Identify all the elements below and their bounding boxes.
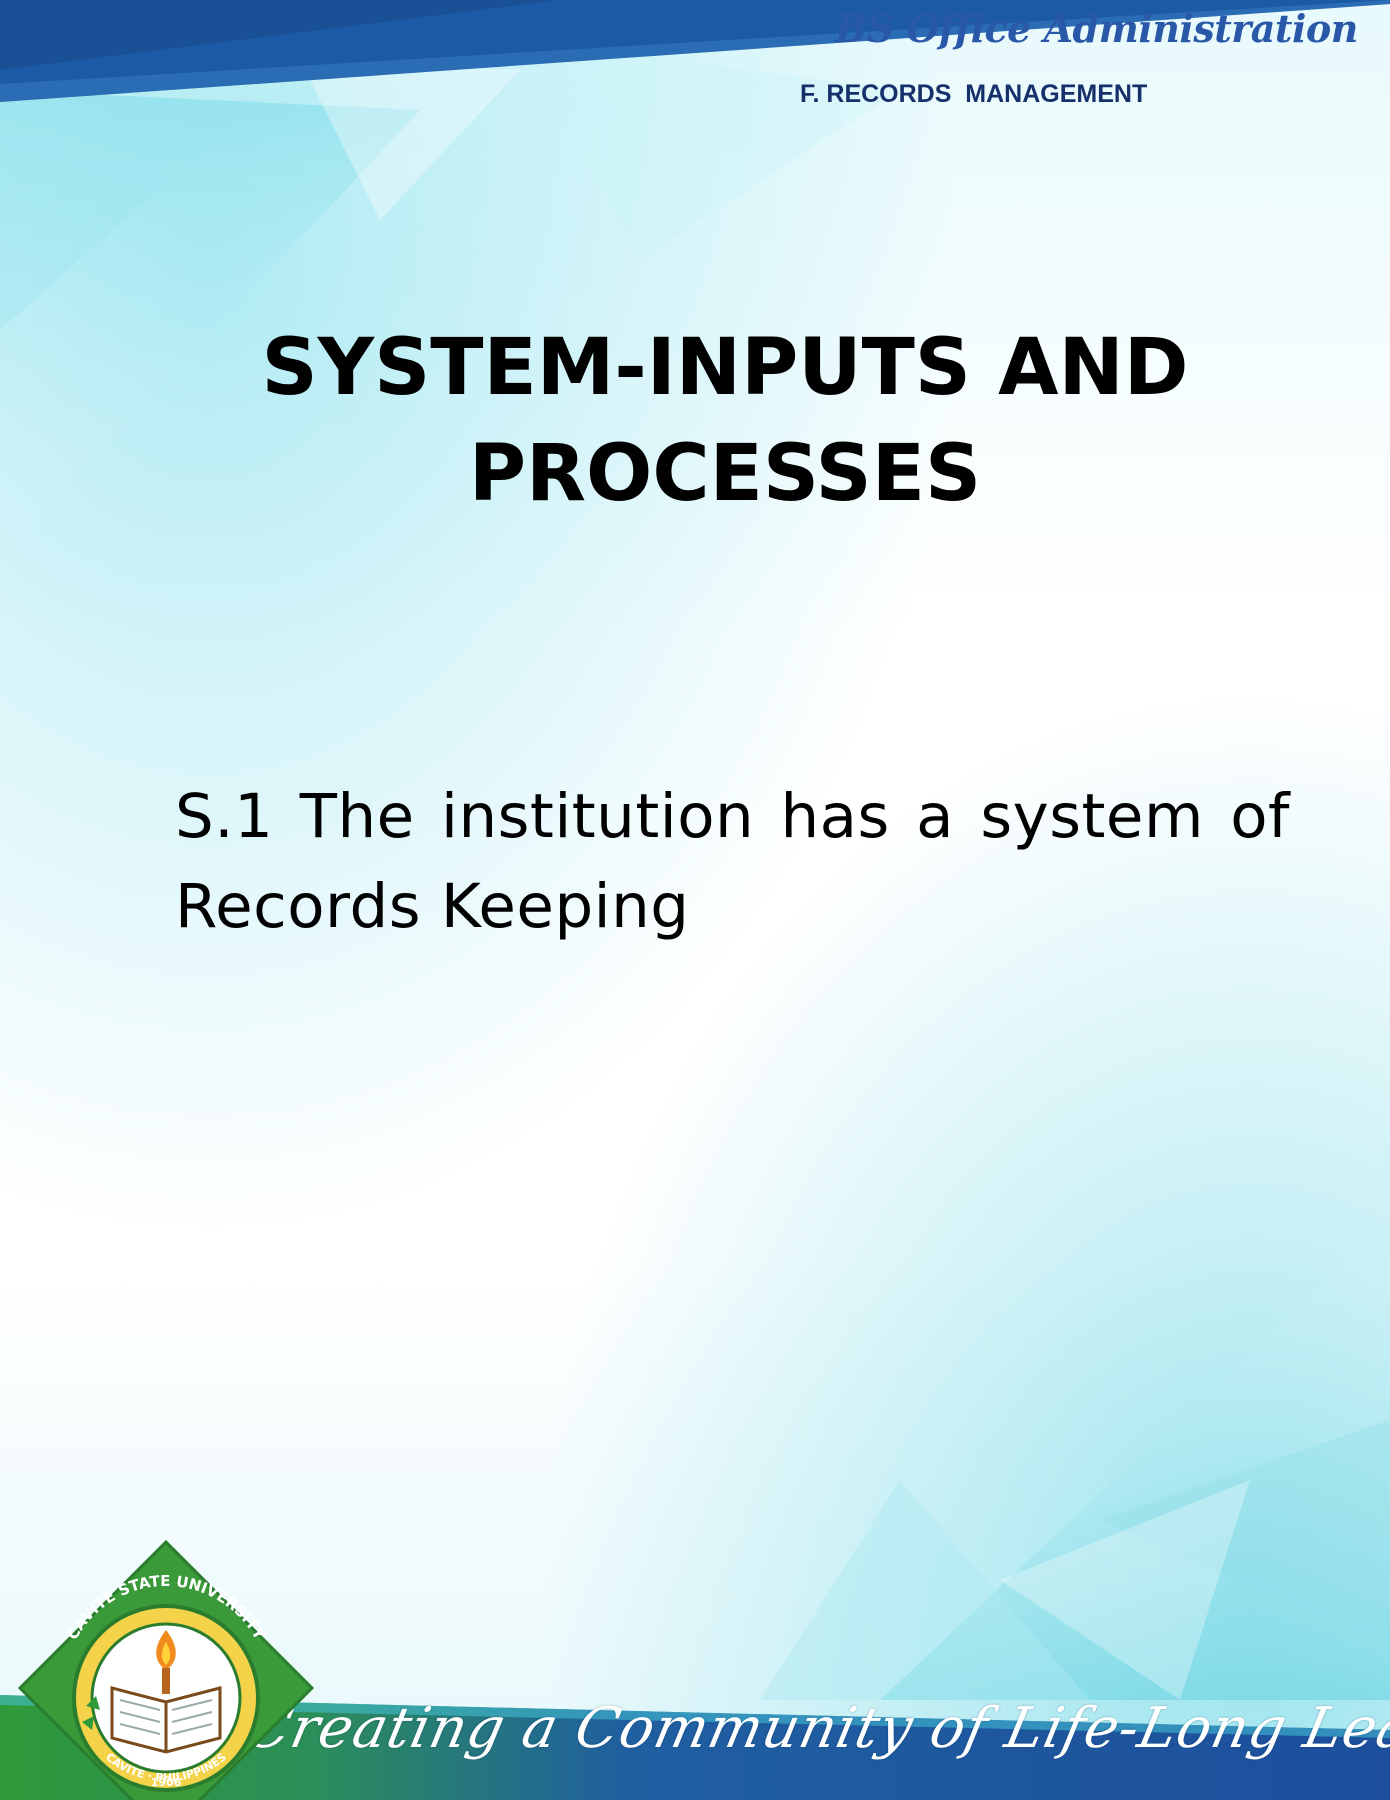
header-band xyxy=(0,0,1390,102)
seal-year: 1906 xyxy=(151,1776,182,1789)
page-title-line-2: PROCESSES xyxy=(468,429,982,519)
standard-statement: S.1 The institution has a system of Reco… xyxy=(175,781,1290,942)
section-title: F. RECORDS MANAGEMENT xyxy=(800,80,1148,108)
university-seal-icon: CAVITE STATE UNIVERSITY CAVITE · PHILIPP… xyxy=(17,1539,315,1800)
page-title-line-1: SYSTEM-INPUTS AND xyxy=(261,323,1189,413)
footer-tagline: Creating a Community of Life-Long Learne… xyxy=(241,1696,1390,1761)
footer-band xyxy=(0,1695,1390,1800)
program-title: BS Office Administration xyxy=(835,6,1358,51)
page-title: SYSTEM-INPUTS AND PROCESSES xyxy=(100,315,1350,527)
